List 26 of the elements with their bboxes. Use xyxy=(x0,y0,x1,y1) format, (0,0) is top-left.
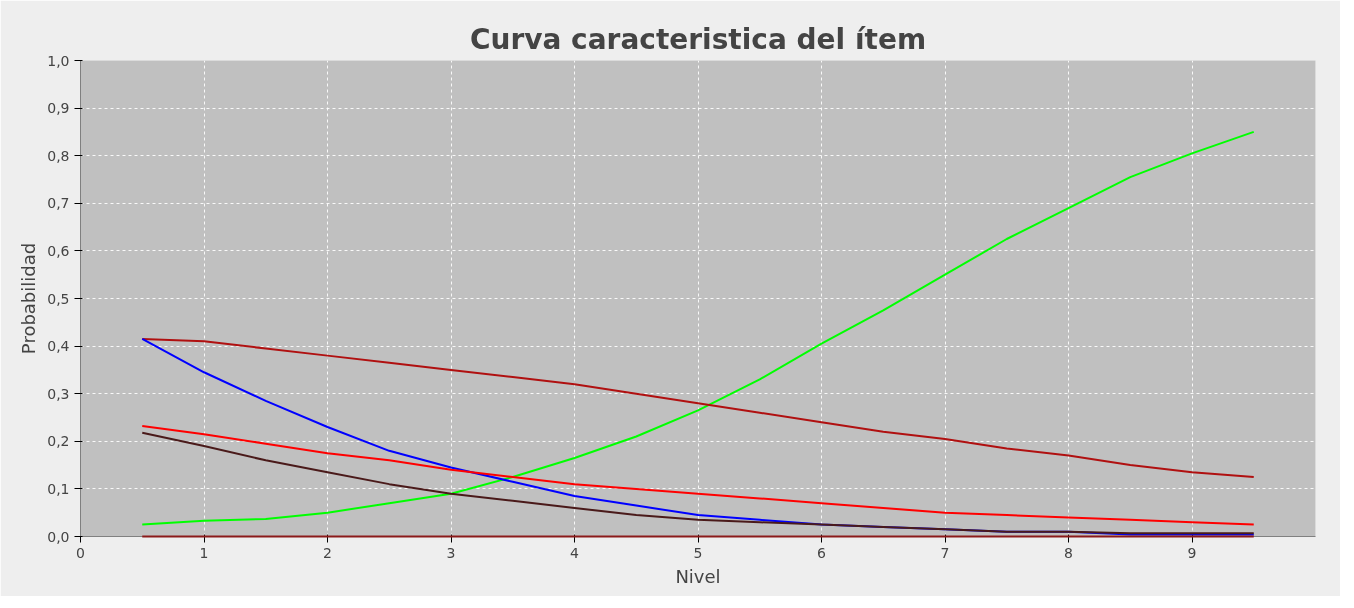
chart-title: Curva caracteristica del ítem xyxy=(469,22,927,56)
y-tick-label: 0,4 xyxy=(47,338,70,355)
x-tick-label: 7 xyxy=(940,544,950,561)
x-tick-label: 0 xyxy=(76,544,85,561)
x-tick-label: 1 xyxy=(199,544,209,561)
y-axis-title: Probabilidad xyxy=(18,242,40,355)
y-tick-label: 0,7 xyxy=(47,195,70,212)
x-tick-label: 8 xyxy=(1064,544,1073,561)
y-tick-label: 0,5 xyxy=(47,290,70,307)
y-tick-label: 0,6 xyxy=(47,242,70,259)
y-tick-label: 0,3 xyxy=(47,385,70,402)
x-tick-label: 9 xyxy=(1187,544,1197,561)
x-tick-label: 6 xyxy=(817,544,827,561)
x-tick-label: 5 xyxy=(693,544,703,561)
x-tick-label: 2 xyxy=(323,544,332,561)
x-tick-label: 4 xyxy=(570,544,580,561)
y-tick-label: 0,9 xyxy=(47,100,70,117)
x-tick-label: 3 xyxy=(446,544,456,561)
x-axis-title: Nivel xyxy=(675,565,721,587)
y-tick-label: 1,0 xyxy=(47,52,70,69)
y-tick-label: 0,1 xyxy=(47,480,70,497)
y-tick-label: 0,2 xyxy=(47,433,70,450)
line-series xyxy=(141,130,1255,526)
line-series xyxy=(141,337,1255,478)
y-tick-label: 0,8 xyxy=(47,147,70,164)
y-tick-label: 0,0 xyxy=(47,528,70,545)
